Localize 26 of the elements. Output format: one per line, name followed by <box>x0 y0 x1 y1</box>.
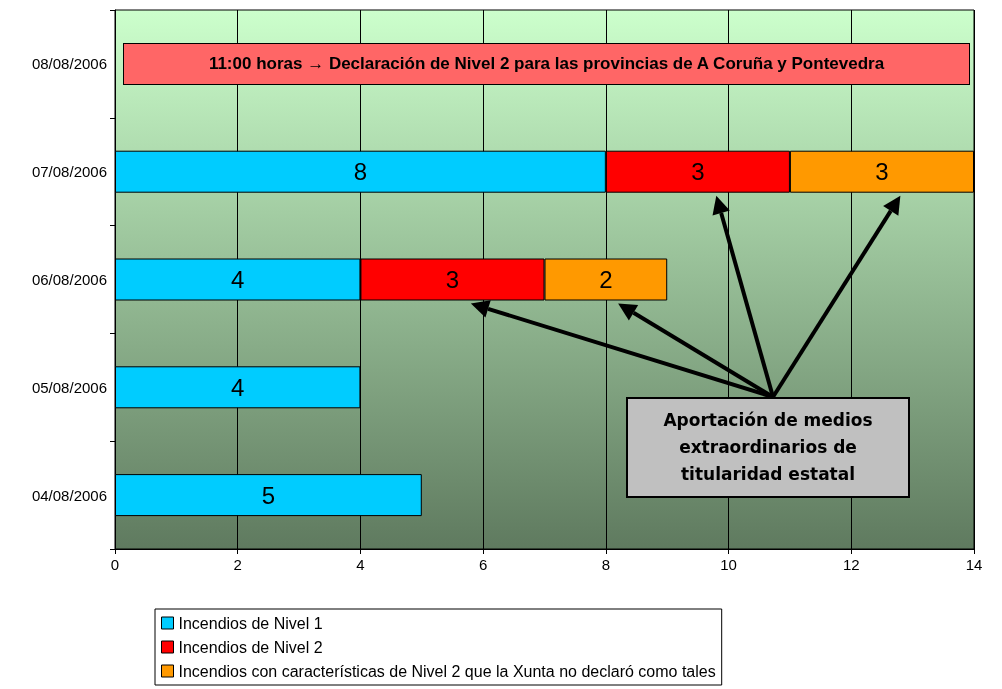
data-label: 8 <box>353 158 368 186</box>
x-tick-label: 12 <box>842 556 860 573</box>
x-tick-label: 0 <box>110 556 120 573</box>
x-tick-label: 8 <box>601 556 611 573</box>
data-label: 4 <box>231 373 245 401</box>
legend-label: Incendios de Nivel 1 <box>178 614 323 632</box>
data-label: 2 <box>599 266 613 293</box>
y-tick-label: 07/08/2006 <box>31 163 107 181</box>
text-banner: 11:00 horas → Declaración de Nivel 2 para las provincias de A Coruña y Pontevedra <box>123 42 970 85</box>
y-tick-label: 06/08/2006 <box>31 271 107 288</box>
data-label: 4 <box>231 266 245 293</box>
y-tick-label: 04/08/2006 <box>31 486 107 504</box>
data-label: 3 <box>875 158 889 186</box>
y-tick-label: 08/08/2006 <box>31 55 107 73</box>
data-label: 3 <box>691 158 705 186</box>
x-tick-label: 14 <box>965 556 983 573</box>
callout-box: Aportación de medios extraordinarios de titularidad estatal <box>626 397 910 498</box>
legend-label: Incendios con características de Nivel 2 que la Xunta no declaró como tales <box>178 662 716 680</box>
data-label: 5 <box>261 481 276 509</box>
y-tick-label: 05/08/2006 <box>31 378 107 396</box>
x-tick-label: 2 <box>233 556 242 573</box>
legend-label: Incendios de Nivel 2 <box>178 638 323 656</box>
data-label: 3 <box>445 266 460 293</box>
x-tick-label: 10 <box>720 556 737 573</box>
x-tick-label: 6 <box>478 556 488 573</box>
x-tick-label: 4 <box>356 556 365 573</box>
